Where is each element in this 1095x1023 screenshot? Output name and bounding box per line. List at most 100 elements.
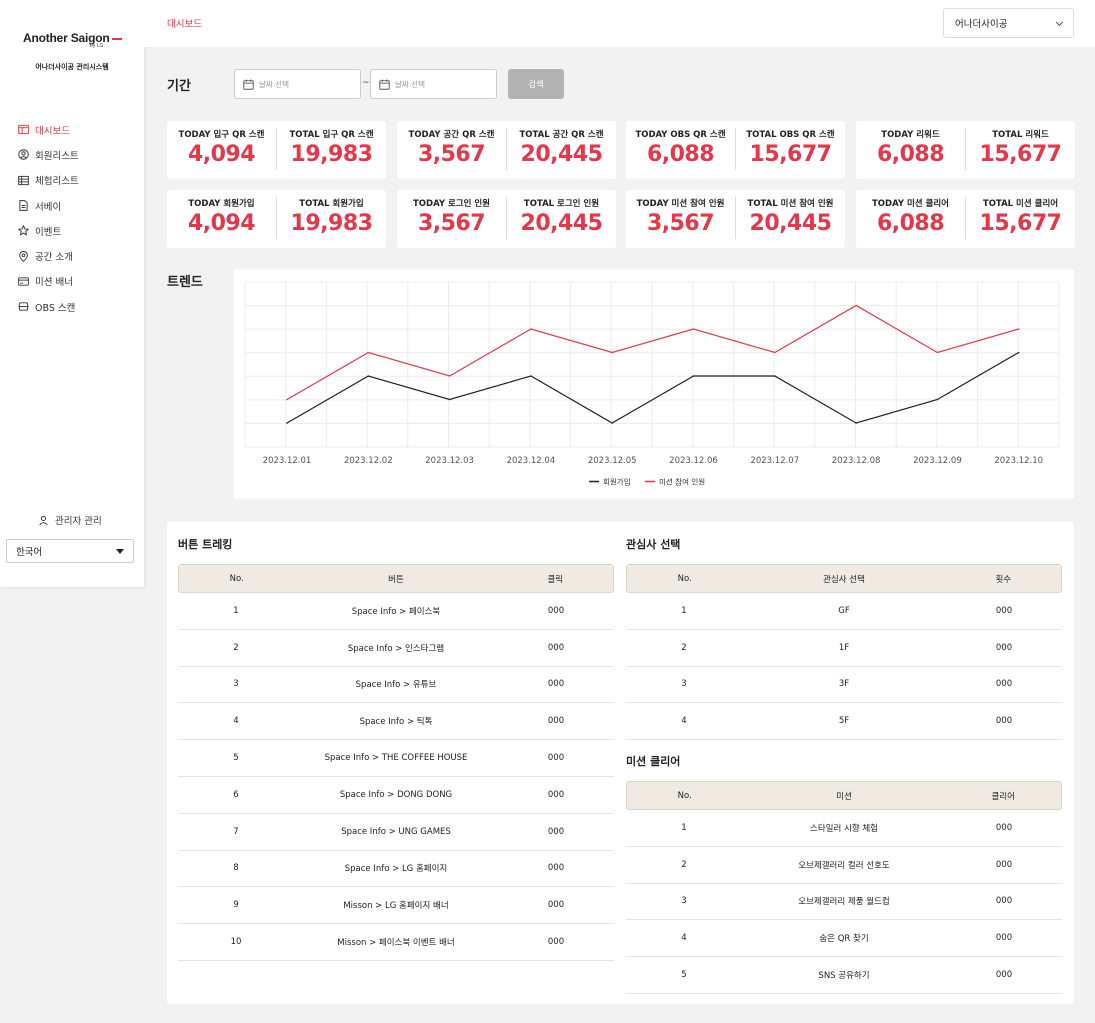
table-cell: 1 [233,605,239,616]
table-cell: 000 [547,863,565,874]
table-cell: 1F [838,642,850,653]
sidebar-item-space-intro[interactable]: 공간 소개 [18,243,138,268]
legend-label: 미션 참여 인원 [659,477,705,487]
stat-today: TODAY 공간 QR 스캔 3,567 [397,121,506,179]
data-point [774,351,776,354]
interests-title: 관심사 선택 [626,538,681,551]
location-pin-icon [18,250,29,262]
table-cell: 9 [233,900,239,911]
stat-card: TODAY 입구 QR 스캔 4,094 TOTAL 입구 QR 스캔 19,983 [167,121,386,179]
sidebar-item-members[interactable]: 회원리스트 [18,142,138,167]
table-row: 1 GF 000 [626,593,1062,630]
sidebar-item-label: 공간 소개 [35,252,73,264]
stat-today-value: 3,567 [646,211,715,236]
stat-divider [965,128,966,170]
stat-today-label: TODAY 로그인 인원 [412,199,491,209]
sidebar-item-label: 체험리스트 [35,176,79,188]
stat-today-label: TODAY OBS QR 스캔 [635,130,726,140]
sidebar-item-events[interactable]: 이벤트 [18,218,138,243]
table-row: 7 Space Info > UNG GAMES 000 [178,814,614,851]
sidebar-item-obs-scan[interactable]: OBS 스캔 [18,294,138,319]
stat-divider [276,197,277,239]
stat-divider [276,128,277,170]
sidebar-item-mission-banner[interactable]: 미션 배너 [18,269,138,294]
table-row: 6 Space Info > DONG DONG 000 [178,777,614,814]
stat-today-label: TODAY 미션 참여 인원 [636,199,725,209]
data-point [530,328,532,330]
table-cell: 2 [233,642,239,653]
table-cell: 4 [681,716,687,727]
sidebar-item-label: 대시보드 [35,125,70,137]
sidebar-item-dashboard[interactable]: 대시보드 [18,117,138,142]
admin-management-label: 관리자 관리 [55,516,102,527]
stat-today: TODAY 로그인 인원 3,567 [397,190,506,248]
document-icon [18,200,29,211]
sidebar: Another Saigon by LG 어나더사이공 관리시스템 대시보드 회… [0,0,144,587]
table-cell: 2 [681,859,687,870]
chevron-down-icon [1055,18,1064,27]
x-tick-label: 2023.12.05 [588,456,637,466]
admin-management-link[interactable]: 관리자 관리 [38,513,102,527]
table-cell: 5 [681,970,687,981]
store-select[interactable]: 어나더사이공 [943,8,1074,38]
table-row: 2 Space Info > 인스타그램 000 [178,630,614,667]
stat-total-value: 15,677 [749,142,832,167]
sidebar-item-survey[interactable]: 서베이 [18,193,138,218]
table-cell: 오브제갤러리 컬러 선호도 [798,860,890,871]
x-tick-label: 2023.12.10 [994,456,1043,466]
stat-total-value: 19,983 [290,211,373,236]
stat-today-label: TODAY 회원가입 [188,199,255,209]
sidebar-item-experiences[interactable]: 체험리스트 [18,168,138,193]
calendar-icon [243,79,254,90]
sidebar-item-label: 이벤트 [35,226,62,238]
stat-total-label: TOTAL 공간 QR 스캔 [519,130,604,140]
table-cell: 000 [547,605,565,616]
stat-today-value: 4,094 [187,142,256,167]
table-cell: Space Info > 틱톡 [359,717,433,728]
table-cell: 000 [995,605,1013,616]
data-point [367,351,370,354]
x-tick-label: 2023.12.08 [832,456,881,466]
data-point [286,398,288,401]
stat-total-value: 15,677 [979,142,1062,167]
stat-total-value: 20,445 [520,142,603,167]
series-line-signups [286,351,1020,424]
table-cell: 3F [838,679,850,690]
table-cell: Space Info > 페이스북 [351,606,441,617]
table-row: 2 오브제갤러리 컬러 선호도 000 [626,847,1062,884]
table-cell: 2 [681,642,687,653]
button-tracking-title: 버튼 트레킹 [178,538,233,551]
data-point [1017,328,1020,330]
table-cell: 000 [995,679,1013,690]
stat-total-value: 20,445 [520,211,603,236]
table-cell: 스타일러 시향 체험 [810,823,878,834]
table-row: 4 Space Info > 틱톡 000 [178,703,614,741]
table-cell: 000 [547,826,565,837]
stat-total-value: 15,677 [979,211,1062,236]
data-point [448,398,451,401]
search-button[interactable]: 검색 [508,69,564,99]
table-cell: Space Info > UNG GAMES [341,826,451,837]
logo[interactable]: Another Saigon by LG [23,31,123,49]
table-header-cell: 횟수 [995,574,1012,585]
stat-total-label: TOTAL 미션 참여 인원 [747,199,834,209]
trend-chart-svg: 2023.12.01 2023.12.02 2023.12.03 2023.12.04… [244,281,1060,487]
language-select[interactable]: 한국어 [6,539,134,563]
stat-divider [506,197,507,239]
stat-total: TOTAL 회원가입 19,983 [277,190,386,248]
table-header-cell: 미션 [836,791,852,802]
table-row: 3 3F 000 [626,667,1062,704]
end-date-input[interactable]: 날짜 선택 [370,69,497,99]
series-line-mission-participants [286,304,1019,401]
start-date-input[interactable]: 날짜 선택 [234,69,361,99]
table-cell: Misson > 페이스북 이벤트 배너 [337,938,455,949]
stat-today: TODAY 리워드 6,088 [856,121,965,179]
table-cell: 000 [547,642,565,653]
table-cell: 5 [233,753,239,764]
sidebar-item-label: OBS 스캔 [35,302,76,314]
table-cell: 8 [233,863,239,874]
table-cell: 4 [681,933,687,944]
stat-today: TODAY OBS QR 스캔 6,088 [626,121,735,179]
table-row: 5 SNS 공유하기 000 [626,957,1062,994]
table-cell: Space Info > 유튜브 [355,680,437,691]
